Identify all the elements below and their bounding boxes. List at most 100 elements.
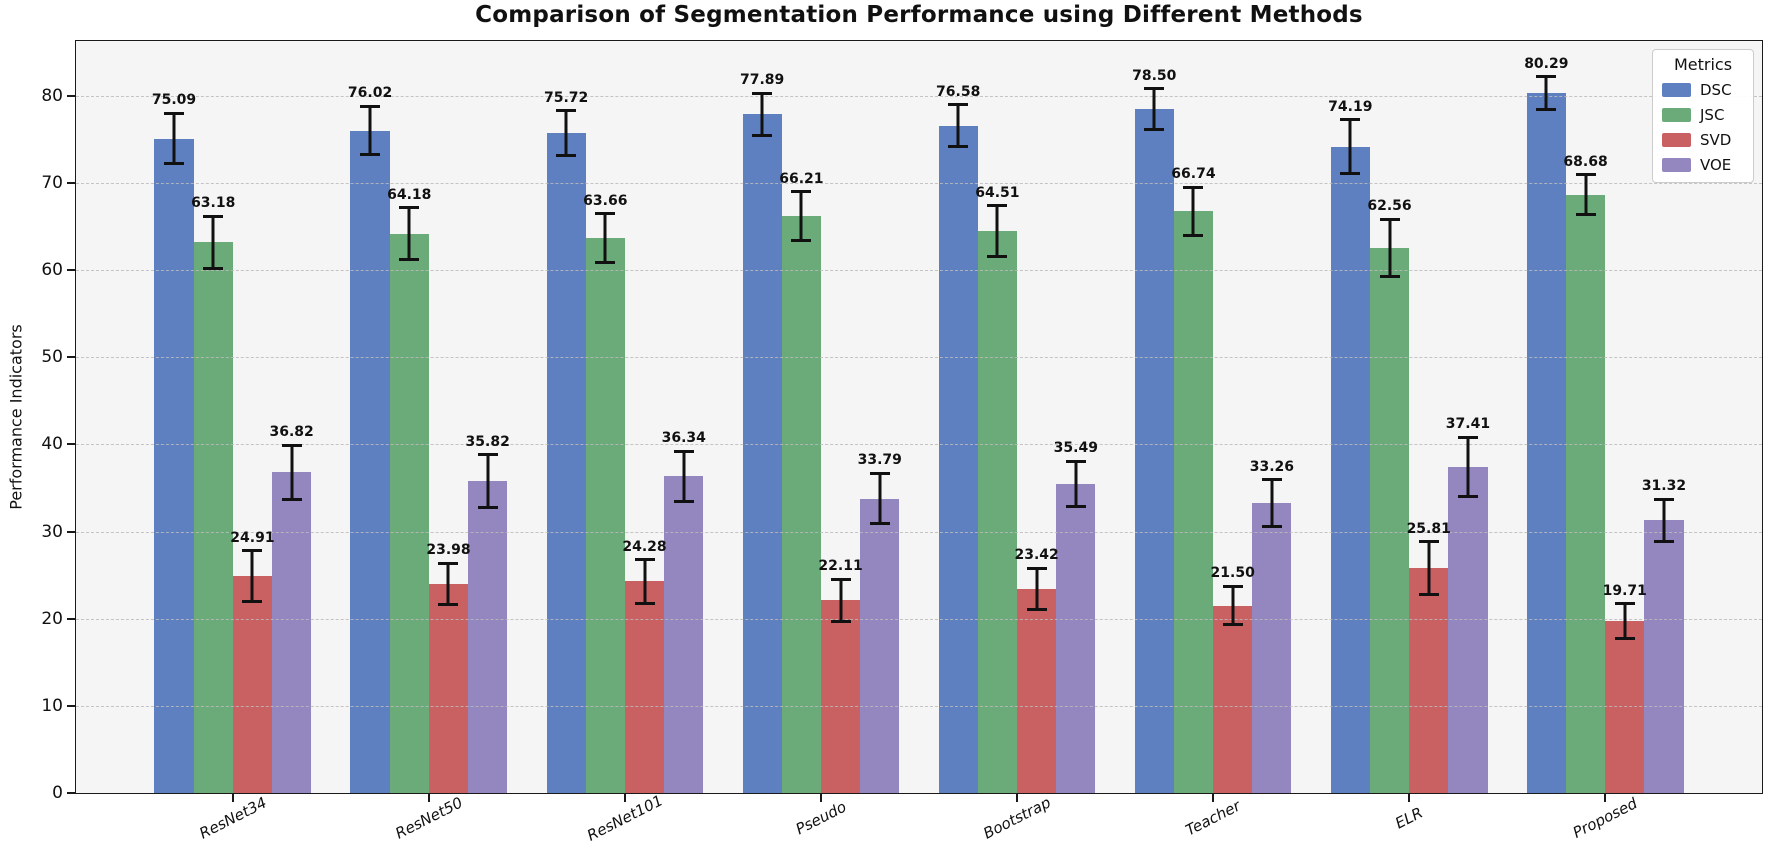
- bar-value-label: 21.50: [1210, 565, 1255, 582]
- error-bar: [1544, 76, 1548, 110]
- error-bar-cap-bottom: [1340, 172, 1361, 176]
- y-tick-label: 10: [41, 695, 63, 716]
- bar-value-label: 24.28: [622, 538, 667, 555]
- y-tick-mark: [67, 704, 76, 707]
- bar-value-label: 66.21: [779, 170, 824, 187]
- y-tick-mark: [67, 792, 76, 794]
- bar: [232, 575, 273, 793]
- bar-value-label: 23.42: [1014, 547, 1059, 564]
- x-tick-mark: [1604, 793, 1607, 802]
- bar-value-label: 19.71: [1602, 582, 1647, 599]
- bar-value-label: 78.50: [1132, 67, 1177, 84]
- error-bar-cap-bottom: [1457, 495, 1478, 499]
- error-bar-cap-top: [595, 212, 616, 216]
- error-bar: [799, 191, 803, 241]
- bars-layer: [76, 41, 1762, 793]
- bar-value-label: 35.49: [1053, 440, 1098, 457]
- legend-swatch: [1662, 158, 1691, 172]
- error-bar-cap-top: [673, 449, 694, 453]
- error-bar: [956, 104, 960, 147]
- error-bar: [1623, 603, 1627, 639]
- legend-swatch: [1662, 108, 1691, 122]
- bar-value-label: 35.82: [465, 433, 510, 450]
- y-tick-mark: [67, 617, 76, 620]
- bar: [350, 130, 390, 793]
- error-bars-layer: 0 10 20 30 40 50 60 70 80 ResNet34 75.09 63.18 24.91…: [41, 41, 1762, 845]
- error-bar-cap-bottom: [438, 603, 459, 607]
- y-tick-mark: [67, 182, 76, 185]
- bar: [585, 238, 625, 793]
- y-tick-mark: [67, 356, 76, 359]
- error-bar-cap-top: [752, 91, 773, 95]
- bar-value-label: 33.26: [1249, 458, 1295, 475]
- error-bar-cap-top: [948, 103, 969, 107]
- bar-value-label: 62.56: [1367, 198, 1412, 215]
- error-bar: [603, 213, 607, 263]
- bar: [193, 242, 233, 793]
- y-tick-label: 40: [41, 434, 63, 455]
- error-bar-cap-bottom: [242, 599, 263, 603]
- y-tick-mark: [67, 443, 76, 446]
- bar: [1134, 108, 1174, 793]
- error-bar-cap-top: [869, 471, 890, 475]
- error-bar-cap-top: [1536, 75, 1557, 79]
- bar: [1565, 194, 1606, 793]
- bar: [1448, 467, 1488, 793]
- bar: [1644, 520, 1684, 793]
- chart-title: Comparison of Segmentation Performance u…: [475, 2, 1363, 28]
- y-tick-mark: [67, 530, 76, 533]
- legend-entries: DSC JSC SVD VOE: [1662, 81, 1744, 174]
- error-bar-cap-bottom: [1379, 275, 1400, 279]
- error-bar-cap-top: [1183, 185, 1204, 189]
- legend-entry: JSC: [1662, 106, 1744, 124]
- error-bar: [1348, 119, 1352, 174]
- error-bar-cap-bottom: [1575, 213, 1596, 217]
- bar: [154, 138, 194, 793]
- bar-value-label: 76.02: [347, 85, 393, 102]
- error-bar-cap-top: [1065, 459, 1086, 463]
- error-bar-cap-bottom: [164, 162, 185, 166]
- error-bar-cap-top: [1026, 566, 1047, 570]
- legend-label: SVD: [1700, 131, 1732, 149]
- bar-value-label: 77.89: [740, 72, 785, 89]
- error-bar-cap-top: [1340, 118, 1361, 122]
- bar-value-label: 64.51: [975, 184, 1020, 201]
- error-bar: [643, 559, 647, 604]
- error-bar: [760, 93, 764, 136]
- error-bar-cap-top: [556, 109, 577, 113]
- y-tick-label: 60: [41, 260, 63, 281]
- error-bar-cap-top: [281, 443, 302, 447]
- bar-value-label: 31.32: [1641, 478, 1687, 495]
- x-axis-label: Teacher: [1182, 796, 1244, 840]
- legend-label: VOE: [1700, 156, 1732, 174]
- error-bar-cap-bottom: [556, 154, 577, 158]
- error-bar-cap-bottom: [477, 505, 498, 509]
- error-bar: [1427, 541, 1431, 595]
- error-bar: [1231, 586, 1235, 625]
- plot-area: 0 10 20 30 40 50 60 70 80 ResNet34 75.09 63.18 24.91…: [41, 40, 1763, 845]
- error-bar: [1191, 187, 1195, 236]
- bar-value-label: 63.18: [191, 195, 236, 212]
- bar: [546, 133, 586, 793]
- error-bar-cap-top: [1575, 173, 1596, 176]
- error-bar-cap-top: [791, 190, 812, 194]
- error-bar: [564, 110, 568, 156]
- bar-value-label: 63.66: [583, 192, 628, 209]
- legend-entry: DSC: [1662, 81, 1744, 99]
- bar: [624, 581, 665, 793]
- error-bar-cap-bottom: [1614, 637, 1635, 641]
- error-bar-cap-bottom: [1222, 623, 1243, 627]
- error-bar-cap-bottom: [634, 601, 655, 605]
- bar: [860, 498, 900, 793]
- error-bar-cap-top: [203, 214, 224, 218]
- error-bar-cap-top: [1457, 435, 1478, 439]
- error-bar-cap-bottom: [869, 522, 890, 526]
- error-bar-cap-top: [1261, 478, 1282, 482]
- bar: [781, 216, 821, 793]
- bar-value-label: 24.91: [230, 529, 275, 546]
- bar: [938, 125, 978, 793]
- error-bar-cap-bottom: [360, 153, 381, 157]
- x-tick-mark: [1016, 793, 1019, 802]
- error-bar-cap-top: [830, 577, 851, 581]
